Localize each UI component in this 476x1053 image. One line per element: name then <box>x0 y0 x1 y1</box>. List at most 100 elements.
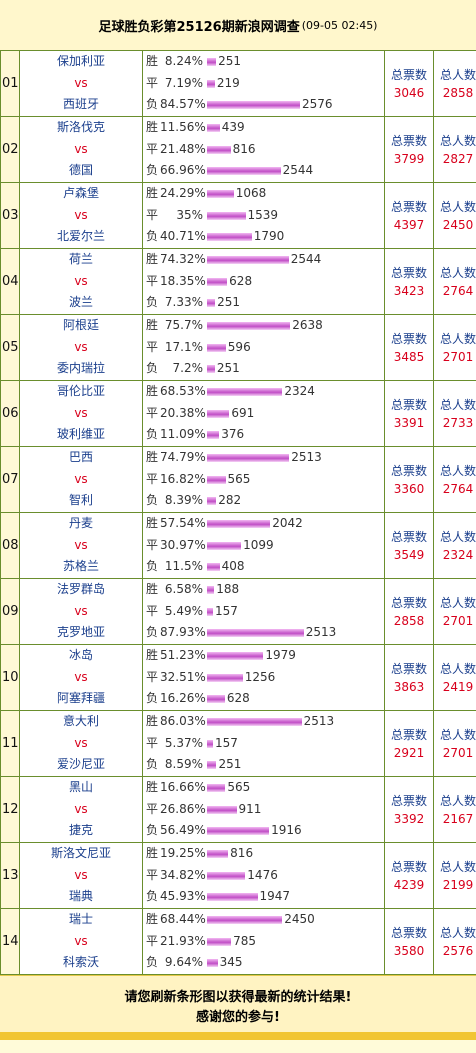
footer-thanks-text: 感谢您的参与! <box>196 1010 280 1025</box>
home-team[interactable]: 阿根廷 <box>62 318 99 333</box>
stat-percent: 21.93% <box>160 933 206 948</box>
away-team[interactable]: 捷克 <box>68 823 93 838</box>
stat-percent: 34.82% <box>160 867 206 882</box>
stat-count: 565 <box>227 780 251 795</box>
stat-label: 负 <box>146 955 159 970</box>
match-row: 09 法罗群岛 vs 克罗地亚 胜 6.58% 188 平 5.49% 157 <box>0 578 476 645</box>
total-people-label: 总人数 <box>439 265 476 280</box>
vs-label: vs <box>74 405 88 420</box>
away-team[interactable]: 德国 <box>68 163 93 178</box>
total-votes-cell: 总票数 3360 <box>384 446 434 513</box>
home-team[interactable]: 斯洛伐克 <box>56 120 105 135</box>
home-team[interactable]: 卢森堡 <box>62 186 99 201</box>
match-number: 10 <box>0 644 20 711</box>
home-team[interactable]: 哥伦比亚 <box>56 384 105 399</box>
total-votes-cell: 总票数 3392 <box>384 776 434 843</box>
away-team[interactable]: 阿塞拜疆 <box>56 691 105 706</box>
stat-label: 负 <box>146 757 159 772</box>
away-team[interactable]: 克罗地亚 <box>56 625 105 640</box>
stat-count: 2513 <box>303 714 335 729</box>
away-team[interactable]: 苏格兰 <box>62 559 99 574</box>
vote-bar <box>207 937 232 946</box>
vote-bar <box>207 190 234 198</box>
total-people-cell: 总人数 2199 <box>433 842 476 909</box>
total-votes-label: 总票数 <box>390 529 427 544</box>
match-row: 02 斯洛伐克 vs 德国 胜 11.56% 439 平 21.48% 816 <box>0 116 476 183</box>
stat-win: 胜 8.24% 251 <box>146 51 384 73</box>
stat-count: 911 <box>238 801 262 816</box>
home-team[interactable]: 意大利 <box>62 714 99 729</box>
stat-percent: 45.93% <box>160 889 206 904</box>
vs-label: vs <box>74 603 88 618</box>
away-team[interactable]: 爱沙尼亚 <box>56 757 105 772</box>
home-team[interactable]: 丹麦 <box>68 516 93 531</box>
total-people-cell: 总人数 2167 <box>433 776 476 843</box>
stat-win: 胜 86.03% 2513 <box>146 711 384 733</box>
stat-percent: 20.38% <box>160 405 206 420</box>
stat-label: 负 <box>146 295 159 310</box>
vs-label: vs <box>74 141 88 156</box>
total-votes-cell: 总票数 3549 <box>384 512 434 579</box>
stat-draw: 平 34.82% 1476 <box>146 865 384 887</box>
stat-draw: 平 18.35% 628 <box>146 271 384 293</box>
total-people-value: 2827 <box>442 151 474 166</box>
stat-loss: 负 45.93% 1947 <box>146 886 384 908</box>
stat-percent: 19.25% <box>160 846 206 861</box>
total-people-label: 总人数 <box>439 925 476 940</box>
home-team[interactable]: 保加利亚 <box>56 54 105 69</box>
stat-percent: 7.2% <box>172 361 204 376</box>
away-team[interactable]: 瑞典 <box>68 889 93 904</box>
stat-label: 胜 <box>146 120 159 135</box>
vote-bar <box>207 959 218 967</box>
stat-percent: 16.66% <box>160 780 206 795</box>
vote-bar <box>207 322 291 330</box>
stat-count: 2513 <box>291 450 322 465</box>
home-team[interactable]: 巴西 <box>68 450 93 465</box>
vote-bar <box>207 475 226 484</box>
total-people-label: 总人数 <box>439 727 476 742</box>
teams-cell: 冰岛 vs 阿塞拜疆 <box>19 644 143 711</box>
home-team[interactable]: 法罗群岛 <box>56 582 105 597</box>
home-team[interactable]: 荷兰 <box>68 252 93 267</box>
total-people-value: 2858 <box>442 85 474 100</box>
stat-percent: 87.93% <box>160 625 206 640</box>
home-team[interactable]: 瑞士 <box>68 912 93 927</box>
stat-count: 2324 <box>284 384 315 399</box>
away-team[interactable]: 科索沃 <box>62 955 99 970</box>
stat-percent: 7.33% <box>164 295 203 310</box>
home-team[interactable]: 黑山 <box>68 780 93 795</box>
stat-win: 胜 24.29% 1068 <box>146 183 384 205</box>
total-votes-value: 3799 <box>393 151 425 166</box>
vs-label: vs <box>74 207 88 222</box>
total-votes-label: 总票数 <box>390 67 427 82</box>
home-team[interactable]: 斯洛文尼亚 <box>50 846 111 861</box>
stat-count: 1068 <box>235 186 267 201</box>
stats-cell: 胜 68.44% 2450 平 21.93% 785 负 9.64% 345 <box>142 908 385 975</box>
away-team[interactable]: 智利 <box>68 493 93 508</box>
teams-cell: 斯洛文尼亚 vs 瑞典 <box>19 842 143 909</box>
vote-bar <box>207 673 243 682</box>
total-people-cell: 总人数 2827 <box>433 116 476 183</box>
away-team[interactable]: 委内瑞拉 <box>56 361 105 376</box>
vote-bar <box>207 541 242 550</box>
away-team[interactable]: 北爱尔兰 <box>56 229 105 244</box>
stats-cell: 胜 8.24% 251 平 7.19% 219 负 84.57% 2576 <box>142 50 385 117</box>
stat-loss: 负 40.71% 1790 <box>146 226 384 248</box>
away-team[interactable]: 玻利维亚 <box>56 427 105 442</box>
total-people-label: 总人数 <box>439 331 476 346</box>
vote-bar <box>207 850 229 858</box>
total-people-label: 总人数 <box>439 595 476 610</box>
match-number: 11 <box>0 710 20 777</box>
away-team[interactable]: 西班牙 <box>62 97 99 112</box>
away-team[interactable]: 波兰 <box>68 295 93 310</box>
stat-label: 胜 <box>146 186 159 201</box>
stat-count: 2042 <box>272 516 303 531</box>
home-team[interactable]: 冰岛 <box>68 648 93 663</box>
total-people-value: 2701 <box>442 745 474 760</box>
vote-bar <box>207 124 220 132</box>
vote-bar <box>207 431 220 439</box>
stat-label: 胜 <box>146 846 159 861</box>
stat-win: 胜 74.32% 2544 <box>146 249 384 271</box>
stat-draw: 平 32.51% 1256 <box>146 667 384 689</box>
stat-loss: 负 9.64% 345 <box>146 952 384 974</box>
